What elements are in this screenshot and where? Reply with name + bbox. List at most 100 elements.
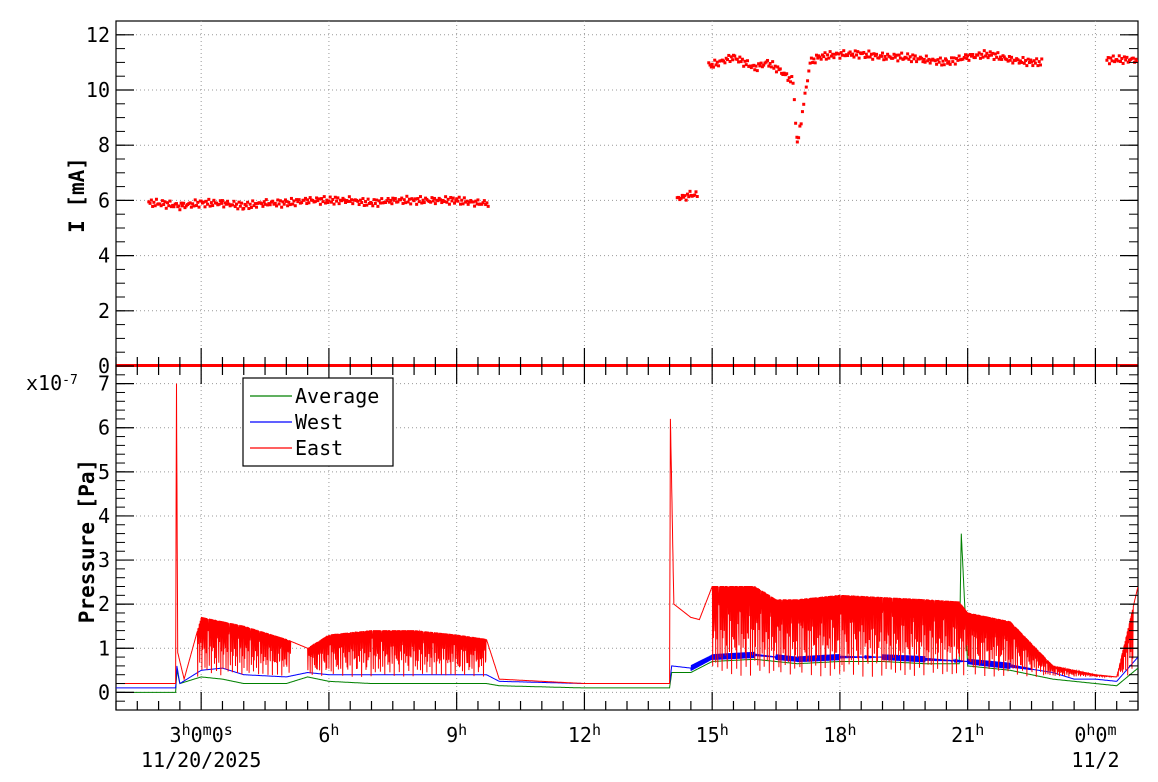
current-point — [952, 56, 956, 60]
current-point — [183, 206, 187, 210]
current-point — [332, 202, 336, 206]
current-point — [1022, 61, 1026, 65]
current-point — [816, 56, 820, 60]
current-point — [151, 204, 155, 208]
current-point — [795, 135, 799, 139]
current-point — [760, 65, 764, 69]
current-point — [211, 204, 215, 208]
current-point — [866, 55, 870, 59]
current-point — [1119, 59, 1123, 63]
current-point — [1030, 60, 1034, 64]
current-point — [997, 57, 1001, 61]
current-point — [839, 51, 843, 55]
current-point — [148, 201, 152, 205]
current-point — [755, 69, 759, 73]
current-point — [1038, 63, 1042, 67]
current-point — [180, 204, 184, 208]
current-point — [911, 53, 915, 57]
current-point — [992, 57, 996, 61]
current-point — [246, 200, 250, 204]
current-point — [822, 55, 826, 59]
current-point — [848, 50, 852, 54]
current-point — [376, 204, 380, 208]
current-point — [386, 197, 390, 201]
current-point — [1131, 56, 1135, 60]
current-point — [287, 200, 291, 204]
current-point — [471, 200, 475, 204]
x-tick-label: 18h — [823, 721, 856, 747]
current-point — [392, 198, 396, 202]
current-point — [251, 199, 255, 203]
current-point — [969, 54, 973, 58]
current-point — [679, 196, 683, 200]
current-point — [446, 197, 450, 201]
current-point — [806, 79, 810, 83]
current-point — [853, 49, 857, 53]
current-point — [868, 55, 872, 59]
current-point — [291, 202, 295, 206]
current-point — [193, 198, 197, 202]
current-point — [204, 199, 208, 203]
current-point — [1126, 60, 1130, 64]
current-point — [976, 53, 980, 57]
current-point — [391, 196, 395, 200]
current-point — [475, 202, 479, 206]
current-point — [1031, 64, 1035, 68]
current-point — [473, 204, 477, 208]
current-point — [384, 201, 388, 205]
current-point — [249, 205, 253, 209]
current-point — [255, 205, 259, 209]
current-point — [358, 198, 362, 202]
current-point — [875, 52, 879, 56]
current-point — [261, 204, 265, 208]
current-point — [326, 201, 330, 205]
current-point — [344, 200, 348, 204]
current-point — [277, 202, 281, 206]
current-point — [240, 201, 244, 205]
current-point — [1018, 59, 1022, 63]
current-point — [418, 195, 422, 199]
current-point — [924, 54, 928, 58]
current-point — [260, 202, 264, 206]
current-point — [948, 62, 952, 66]
current-point — [743, 59, 747, 63]
current-point — [913, 54, 917, 58]
current-point — [280, 205, 284, 209]
current-point — [335, 199, 339, 203]
current-point — [445, 200, 449, 204]
current-point — [283, 198, 287, 202]
current-point — [807, 69, 811, 73]
y-tick-label: 1 — [98, 636, 110, 660]
current-point — [289, 196, 293, 200]
current-point — [320, 197, 324, 201]
current-point — [991, 51, 995, 55]
current-point — [758, 64, 762, 68]
current-point — [790, 75, 794, 79]
current-point — [300, 201, 304, 205]
current-point — [218, 199, 222, 203]
current-point — [897, 53, 901, 57]
current-point — [813, 61, 817, 65]
current-point — [404, 201, 408, 205]
current-point — [1010, 55, 1014, 59]
current-point — [985, 51, 989, 55]
current-point — [370, 201, 373, 205]
current-point — [694, 190, 698, 194]
current-point — [231, 203, 235, 207]
current-point — [955, 57, 959, 61]
current-point — [1013, 58, 1017, 62]
current-point — [325, 198, 329, 202]
current-point — [799, 122, 803, 126]
current-point — [923, 60, 927, 64]
current-point — [754, 64, 758, 68]
current-point — [1032, 59, 1036, 63]
current-point — [912, 57, 916, 61]
current-point — [840, 53, 844, 57]
pressure-line-average — [116, 533, 1138, 693]
current-point — [247, 207, 251, 211]
current-point — [244, 204, 248, 208]
current-point — [415, 202, 419, 206]
current-point — [711, 65, 715, 69]
current-point — [921, 60, 925, 64]
current-point — [842, 49, 846, 53]
